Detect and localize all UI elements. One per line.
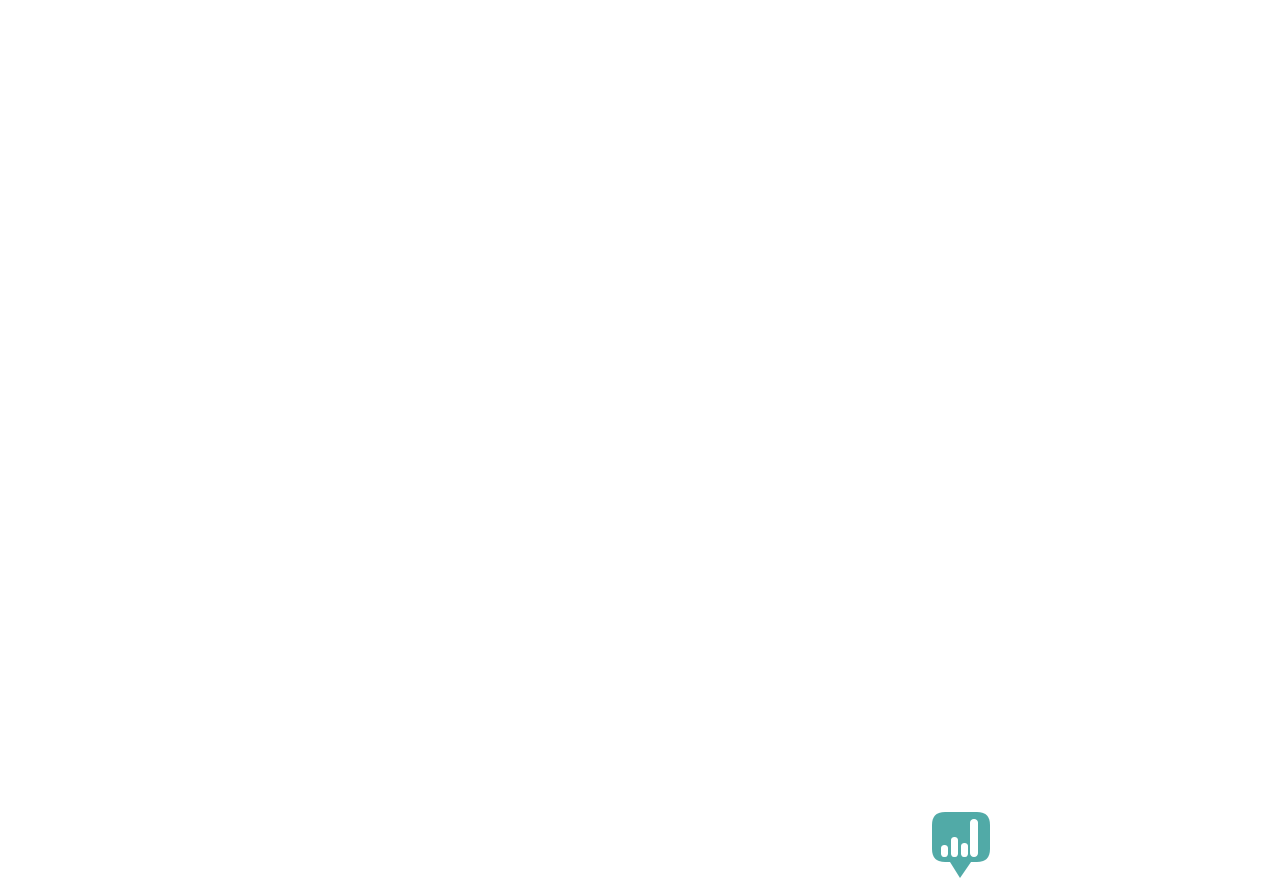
newsworthy-branding xyxy=(932,808,1262,879)
newsworthy-logo-icon xyxy=(932,812,990,878)
